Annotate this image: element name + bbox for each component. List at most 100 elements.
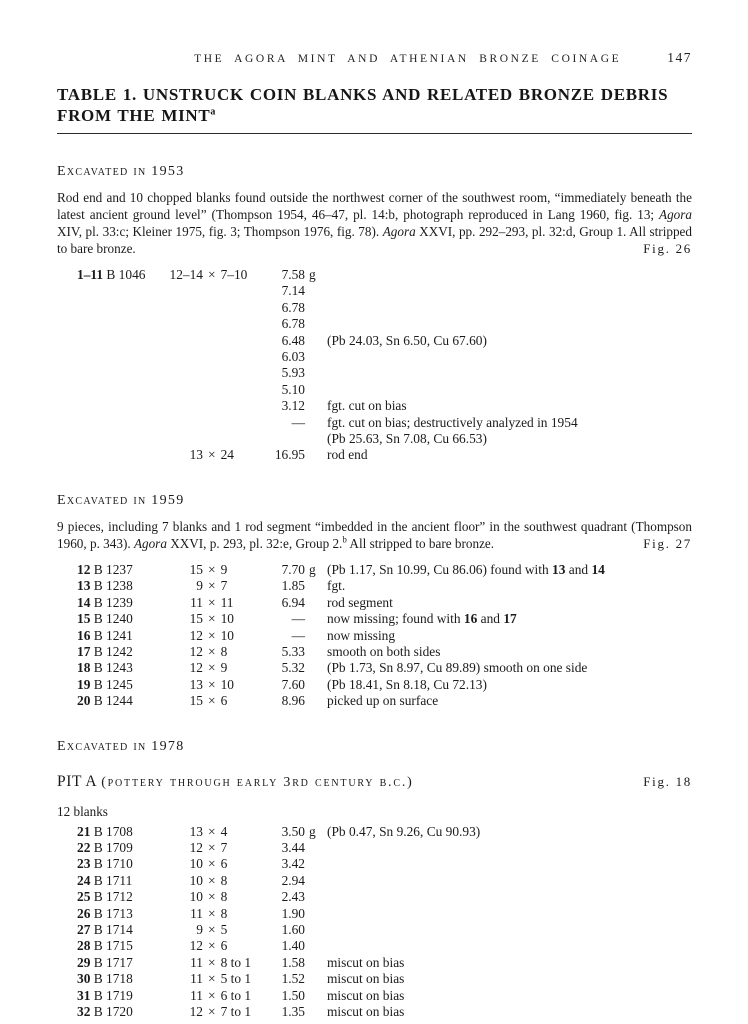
weight-cell: 6.94 — [281, 594, 305, 610]
catalog-number-cell: 12 B 1237 — [77, 561, 133, 577]
table-row: 6.48 (Pb 24.03, Sn 6.50, Cu 67.60) — [57, 333, 692, 349]
weight-unit — [305, 840, 321, 856]
dimensions-cell: 11 × 8 to 1 — [190, 954, 252, 970]
running-head: THE AGORA MINT AND ATHENIAN BRONZE COINA… — [194, 53, 622, 65]
weight-unit — [305, 398, 321, 414]
note-cell: miscut on bias — [327, 1004, 405, 1019]
weight-unit: g — [309, 561, 316, 577]
weight-cell: 5.32 — [281, 660, 305, 676]
dimensions-cell: 11 × 11 — [190, 594, 234, 610]
intro-paragraph: 9 pieces, including 7 blanks and 1 rod s… — [57, 518, 692, 552]
weight-cell: 6.78 — [281, 316, 305, 332]
weight-cell: 3.44 — [281, 839, 305, 855]
table-row: 19 B 1245 13 × 10 7.60 (Pb 18.41, Sn 8.18, Cu… — [57, 677, 692, 693]
weight-unit — [305, 677, 321, 693]
dimensions-cell: 12 × 7 to 1 — [189, 1004, 252, 1019]
note-cell: miscut on bias — [327, 987, 405, 1003]
catalog-number-cell — [77, 398, 159, 414]
weight-unit — [305, 906, 321, 922]
table-row: 27 B 1714 9 × 5 1.60 — [57, 922, 692, 938]
weight-cell: — — [291, 414, 305, 430]
figure-label: Fig. 18 — [643, 773, 692, 789]
catalog-number-cell: 24 B 1711 — [77, 872, 133, 888]
weight-unit: g — [309, 267, 316, 282]
weight-cell: — — [291, 611, 305, 627]
intro-paragraph: Rod end and 10 chopped blanks found outs… — [57, 189, 692, 257]
weight-cell: 6.03 — [281, 349, 305, 365]
table-row: 15 B 1240 15 × 10 — now missing; found with 1… — [57, 611, 692, 627]
dimensions-cell: 12–14 × 7–10 — [169, 267, 248, 282]
catalog-number-cell: 23 B 1710 — [77, 856, 133, 872]
page-header: THE AGORA MINT AND ATHENIAN BRONZE COINA… — [57, 50, 692, 66]
note-cell — [321, 316, 692, 332]
note-cell: miscut on bias — [327, 971, 405, 987]
note-cell: (Pb 25.63, Sn 7.08, Cu 66.53) — [327, 431, 487, 447]
catalog-number-cell: 18 B 1243 — [77, 660, 133, 676]
figure-label: Fig. 26 — [629, 240, 692, 257]
dimensions-cell: 10 × 8 — [189, 872, 228, 888]
weight-unit — [305, 693, 321, 709]
excavation-section: Excavated in 1959 9 pieces, including 7 … — [57, 493, 692, 710]
dimensions-cell: 11 × 6 to 1 — [190, 987, 252, 1003]
weight-unit — [305, 644, 321, 660]
weight-unit — [305, 938, 321, 954]
weight-unit — [305, 856, 321, 872]
weight-cell: 5.33 — [281, 643, 305, 659]
note-cell — [321, 840, 692, 856]
catalog-number-cell: 16 B 1241 — [77, 627, 133, 643]
weight-unit: g — [309, 823, 316, 839]
dimensions-cell: 13 × 24 — [189, 447, 234, 463]
table-row: 17 B 1242 12 × 8 5.33 smooth on both sides — [57, 644, 692, 660]
table-row: 31 B 1719 11 × 6 to 1 1.50 miscut on bias — [57, 988, 692, 1004]
weight-cell: 6.78 — [281, 299, 305, 315]
catalog-number-cell: 13 B 1238 — [77, 578, 133, 594]
weight-cell: — — [291, 627, 305, 643]
weight-unit — [305, 333, 321, 349]
weight-unit — [305, 988, 321, 1004]
note-cell — [321, 873, 692, 889]
note-cell: (Pb 24.03, Sn 6.50, Cu 67.60) — [327, 332, 487, 348]
catalog-number-cell: 25 B 1712 — [77, 889, 133, 905]
weight-cell: 3.42 — [281, 856, 305, 872]
table-row: 5.93 — [57, 365, 692, 381]
note-cell: (Pb 1.17, Sn 10.99, Cu 86.06) found with… — [327, 561, 605, 577]
dimensions-cell: 11 × 8 — [190, 905, 228, 921]
weight-unit — [305, 971, 321, 987]
weight-unit — [305, 578, 321, 594]
dimensions-cell — [159, 382, 267, 398]
pit-label: PIT A (pottery through early 3rd century… — [57, 773, 414, 791]
dimensions-cell: 15 × 6 — [189, 693, 228, 709]
table-row: — fgt. cut on bias; destructively analyze… — [57, 415, 692, 431]
weight-unit — [305, 349, 321, 365]
table-row: 29 B 1717 11 × 8 to 1 1.58 miscut on bias — [57, 955, 692, 971]
weight-cell: 1.35 — [281, 1004, 305, 1019]
weight-unit — [305, 660, 321, 676]
table-row: 13 × 24 16.95 rod end — [57, 447, 692, 463]
dimensions-cell: 11 × 5 to 1 — [190, 971, 252, 987]
dimensions-cell: 12 × 9 — [189, 660, 228, 676]
dimensions-cell: 12 × 8 — [189, 643, 228, 659]
catalog-number-cell: 31 B 1719 — [77, 987, 133, 1003]
page-number: 147 — [667, 50, 692, 65]
weight-unit — [305, 447, 321, 463]
weight-cell: 7.58 — [281, 267, 305, 282]
table-title-line2: FROM THE MINT — [57, 106, 211, 125]
weight-cell: 7.60 — [281, 676, 305, 692]
section-heading: Excavated in 1959 — [57, 492, 185, 508]
weight-unit — [305, 431, 321, 447]
table-row: 14 B 1239 11 × 11 6.94 rod segment — [57, 595, 692, 611]
weight-cell: 1.85 — [281, 578, 305, 594]
intro-text: 9 pieces, including 7 blanks and 1 rod s… — [57, 518, 692, 551]
catalog-number-cell: 32 B 1720 — [77, 1004, 133, 1019]
catalog-number-cell: 17 B 1242 — [77, 643, 133, 659]
weight-unit — [305, 415, 321, 431]
note-cell — [321, 267, 692, 283]
table-row: 21 B 1708 13 × 4 3.50 g (Pb 0.47, Sn 9.26, Cu … — [57, 824, 692, 840]
weight-unit — [305, 873, 321, 889]
dimensions-cell — [159, 431, 267, 447]
catalog-number-cell: 20 B 1244 — [77, 693, 133, 709]
catalog-number-cell — [77, 415, 159, 431]
weight-cell: 3.12 — [281, 398, 305, 414]
table-row: 5.10 — [57, 382, 692, 398]
